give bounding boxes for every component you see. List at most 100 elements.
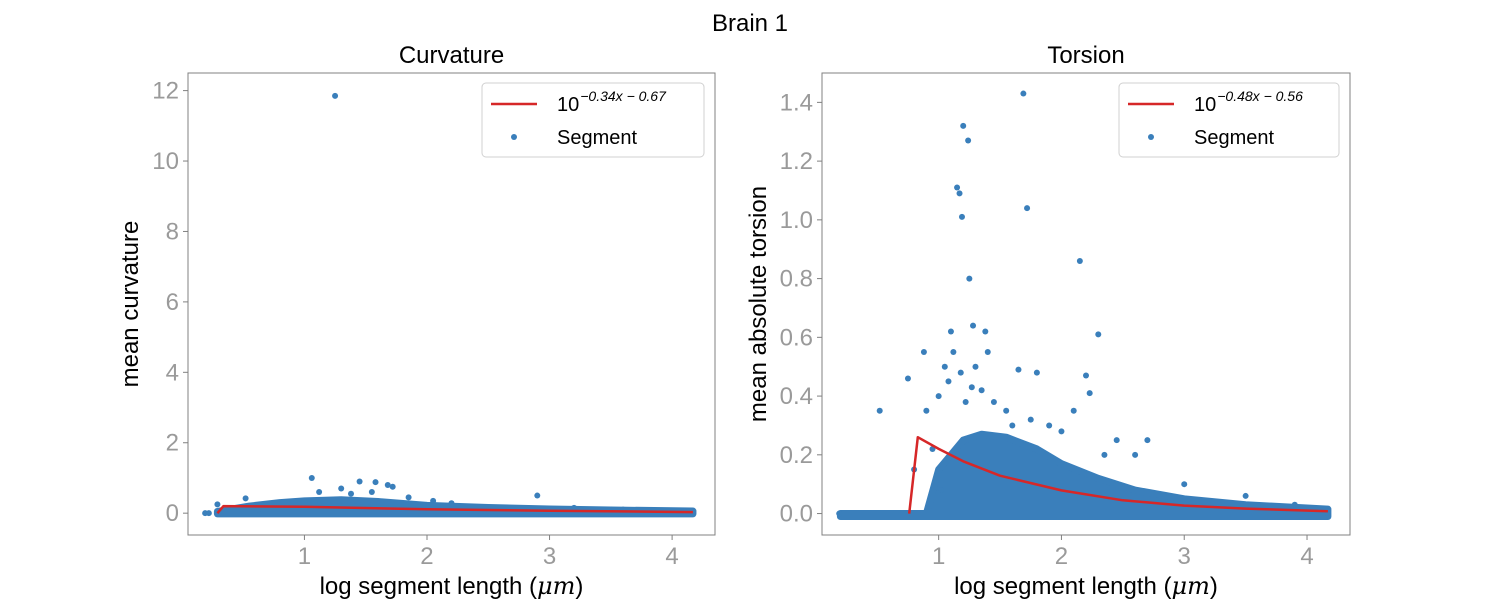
plot-area (202, 92, 697, 518)
scatter-point (571, 504, 578, 511)
scatter-point (332, 92, 339, 99)
scatter-point (982, 328, 989, 335)
y-tick-label: 0.6 (780, 324, 813, 351)
panel-title: Torsion (1047, 42, 1124, 69)
scatter-point (1291, 501, 1298, 508)
x-axis-label: log segment length (μm) (320, 572, 584, 600)
scatter-point (1086, 390, 1093, 397)
scatter-point (941, 363, 948, 370)
scatter-point (1015, 366, 1022, 373)
legend-segment-label: Segment (1194, 127, 1274, 149)
y-axis-label: mean curvature (117, 221, 144, 388)
y-tick-label: 1.4 (780, 89, 813, 116)
x-tick-label: 2 (420, 543, 433, 570)
scatter-point (920, 349, 927, 356)
scatter-point (1009, 422, 1016, 429)
plot-area (836, 90, 1332, 520)
x-tick-label: 3 (1178, 543, 1191, 570)
scatter-point (430, 497, 437, 504)
x-tick-label: 1 (932, 543, 945, 570)
x-tick-label: 2 (1055, 543, 1068, 570)
scatter-point (1076, 257, 1083, 264)
scatter-point (1242, 492, 1249, 499)
scatter-point (384, 481, 391, 488)
scatter-point (1101, 451, 1108, 458)
y-tick-label: 12 (152, 78, 179, 105)
scatter-point (1058, 428, 1065, 435)
scatter-point (938, 487, 945, 494)
scatter-point (534, 492, 541, 499)
axes-frame (821, 72, 1351, 536)
y-tick-label: 8 (166, 218, 179, 245)
y-tick-label: 0.2 (780, 442, 813, 469)
scatter-point (368, 489, 375, 496)
scatter-point (356, 478, 363, 485)
y-axis-label: mean absolute torsion (745, 186, 772, 422)
x-tick-label: 4 (1300, 543, 1313, 570)
scatter-point (242, 495, 249, 502)
scatter-point (960, 122, 967, 129)
y-tick-label: 2 (166, 430, 179, 457)
scatter-point (1113, 437, 1120, 444)
y-tick-label: 6 (166, 289, 179, 316)
scatter-point (836, 510, 843, 517)
x-axis-label: log segment length (μm) (954, 572, 1218, 600)
fit-line (216, 504, 693, 515)
scatter-point (214, 501, 221, 508)
fit-line (907, 435, 1328, 514)
scatter-point (1024, 205, 1031, 212)
legend-box (1118, 82, 1340, 158)
scatter-point (954, 184, 961, 191)
legend-fit-label: 10−0.34x − 0.67 (557, 88, 667, 116)
legend: 10−0.34x − 0.67 Segment (481, 82, 705, 158)
x-tick-label: 3 (543, 543, 556, 570)
scatter-point (956, 190, 963, 197)
y-tick-label: 1.0 (780, 207, 813, 234)
scatter-point (1095, 331, 1102, 338)
scatter-point (316, 489, 323, 496)
scatter-point (968, 384, 975, 391)
y-tick-label: 0.4 (780, 383, 813, 410)
scatter-point (372, 479, 379, 486)
torsion-panel: Torsion 1 2 3 4 0.0 0.2 0.4 0.6 0.8 1.0 1.2 1.4 log s… (745, 42, 1351, 600)
x-tick-label: 4 (665, 543, 678, 570)
scatter-point (990, 398, 997, 405)
scatter-point (389, 483, 396, 490)
scatter-point (1083, 372, 1089, 379)
x-tick-label: 1 (298, 543, 311, 570)
scatter-point (405, 494, 412, 501)
scatter-point (1144, 437, 1151, 444)
scatter-point (923, 407, 930, 414)
scatter-point (254, 506, 261, 513)
scatter-point (978, 387, 985, 394)
scatter-point (984, 349, 991, 356)
legend-segment-label: Segment (557, 127, 637, 149)
scatter-point (965, 137, 972, 144)
y-tick-label: 0.8 (780, 266, 813, 293)
scatter-point (1027, 416, 1034, 423)
scatter-point (947, 328, 954, 335)
legend-segment-swatch (511, 134, 517, 140)
scatter-point (205, 510, 212, 517)
scatter-point (308, 474, 315, 481)
y-tick-label: 0 (166, 500, 179, 527)
scatter-point (1132, 451, 1139, 458)
y-tick-label: 10 (152, 148, 179, 175)
scatter-point (1033, 369, 1040, 376)
scatter-point (935, 393, 942, 400)
scatter-point (348, 490, 355, 497)
scatter-point (1046, 422, 1053, 429)
scatter-point (876, 407, 883, 414)
scatter-point (950, 349, 957, 356)
y-tick-label: 0.0 (780, 501, 813, 528)
y-tick-label: 1.2 (780, 148, 813, 175)
scatter-point (448, 500, 455, 507)
scatter-point (1003, 407, 1010, 414)
scatter-point (957, 369, 964, 376)
scatter-point (966, 275, 973, 282)
legend-fit-label: 10−0.48x − 0.56 (1194, 88, 1303, 116)
scatter-point (970, 322, 977, 329)
panel-title: Curvature (399, 42, 504, 69)
scatter-point (958, 213, 965, 220)
